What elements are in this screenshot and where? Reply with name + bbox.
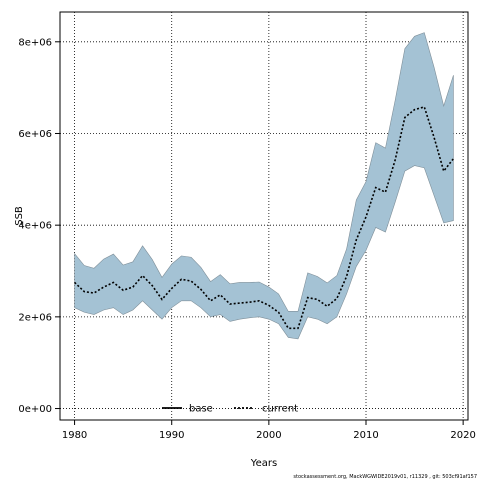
y-tick-label: 2e+06: [18, 312, 52, 323]
legend: base current: [162, 404, 298, 415]
series-line-current: [74, 105, 455, 330]
x-tick-label: 2020: [450, 430, 475, 441]
x-tick-label: 2000: [256, 430, 281, 441]
footer-credit: stockassessment.org, MackWGWIDE2019v01, …: [293, 474, 477, 480]
legend-label-base: base: [189, 404, 213, 415]
plot-frame: [59, 11, 469, 421]
y-tick-label: 6e+06: [18, 129, 52, 140]
y-axis-title: SSB: [14, 206, 25, 226]
axes-layer: 1980 1990 2000 2010 2020 0e+00 2e+06 4e+06 6e+06…: [18, 37, 475, 441]
y-tick-label: 4e+06: [18, 221, 52, 232]
x-axis-title: Years: [250, 458, 277, 469]
y-tick-label: 8e+06: [18, 37, 52, 48]
x-tick-label: 2010: [353, 430, 378, 441]
confidence-band-layer: [74, 32, 454, 340]
series-layer: [74, 105, 455, 330]
y-tick-label: 0e+00: [18, 404, 52, 415]
x-tick-label: 1990: [159, 430, 184, 441]
x-tick-label: 1980: [62, 430, 87, 441]
legend-label-current: current: [262, 404, 298, 415]
confidence-band-current: [74, 32, 454, 340]
